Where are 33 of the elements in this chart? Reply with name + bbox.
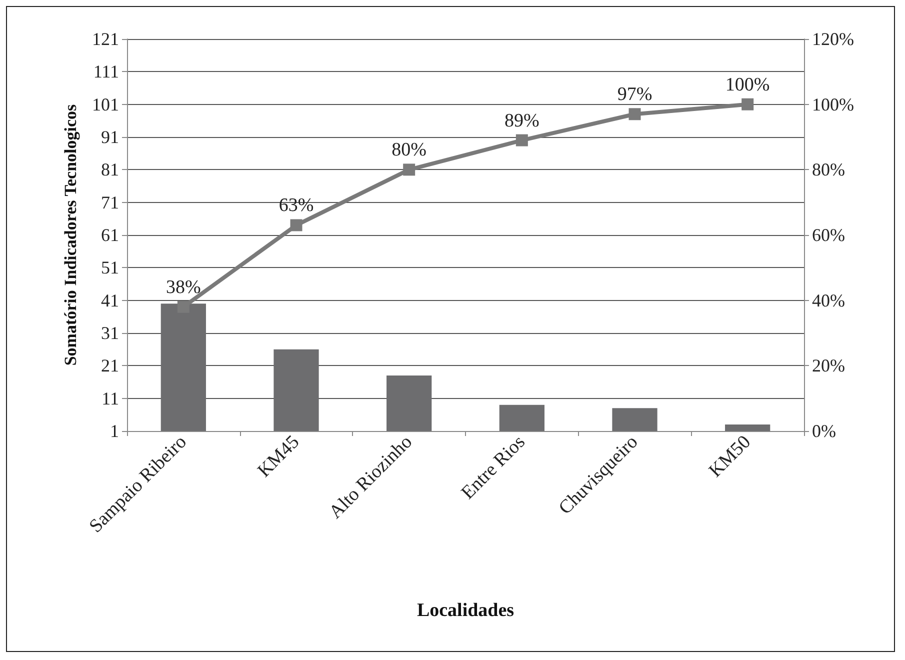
point xyxy=(516,134,528,146)
y2-tick-label: 60% xyxy=(812,225,845,245)
y-tick-label: 121 xyxy=(92,29,119,49)
data-label: 80% xyxy=(392,140,427,161)
data-label: 38% xyxy=(166,276,202,298)
x-axis-title: Localidades xyxy=(416,600,514,621)
y-tick-label: 71 xyxy=(101,192,119,212)
data-label: 97% xyxy=(617,84,652,106)
data-label: 89% xyxy=(504,110,540,132)
y-tick-label: 21 xyxy=(101,356,119,376)
y-tick-label: 81 xyxy=(101,160,119,180)
y-axis-title: Somatório Indicadores Tecnologicos xyxy=(61,104,80,366)
point xyxy=(290,219,302,232)
point xyxy=(177,300,190,313)
y-tick-label: 41 xyxy=(101,290,119,310)
y-tick-label: 111 xyxy=(93,62,119,82)
y-tick-label: 11 xyxy=(102,388,119,408)
y-tick-label: 1 xyxy=(110,421,119,441)
y2-tick-label: 20% xyxy=(812,356,845,376)
y-tick-label: 101 xyxy=(92,94,119,114)
point xyxy=(742,98,754,110)
y-tick-label: 31 xyxy=(101,323,119,343)
y2-tick-label: 40% xyxy=(812,290,845,310)
y2-tick-label: 100% xyxy=(812,94,854,114)
y2-tick-label: 0% xyxy=(812,421,836,441)
y2-tick-label: 80% xyxy=(812,160,845,180)
y-tick-label: 91 xyxy=(101,127,119,147)
point xyxy=(628,108,641,120)
data-label: 100% xyxy=(725,74,770,96)
y-tick-label: 51 xyxy=(101,258,119,278)
y2-tick-label: 120% xyxy=(812,29,854,49)
point xyxy=(403,164,416,176)
y-tick-label: 61 xyxy=(101,225,119,245)
